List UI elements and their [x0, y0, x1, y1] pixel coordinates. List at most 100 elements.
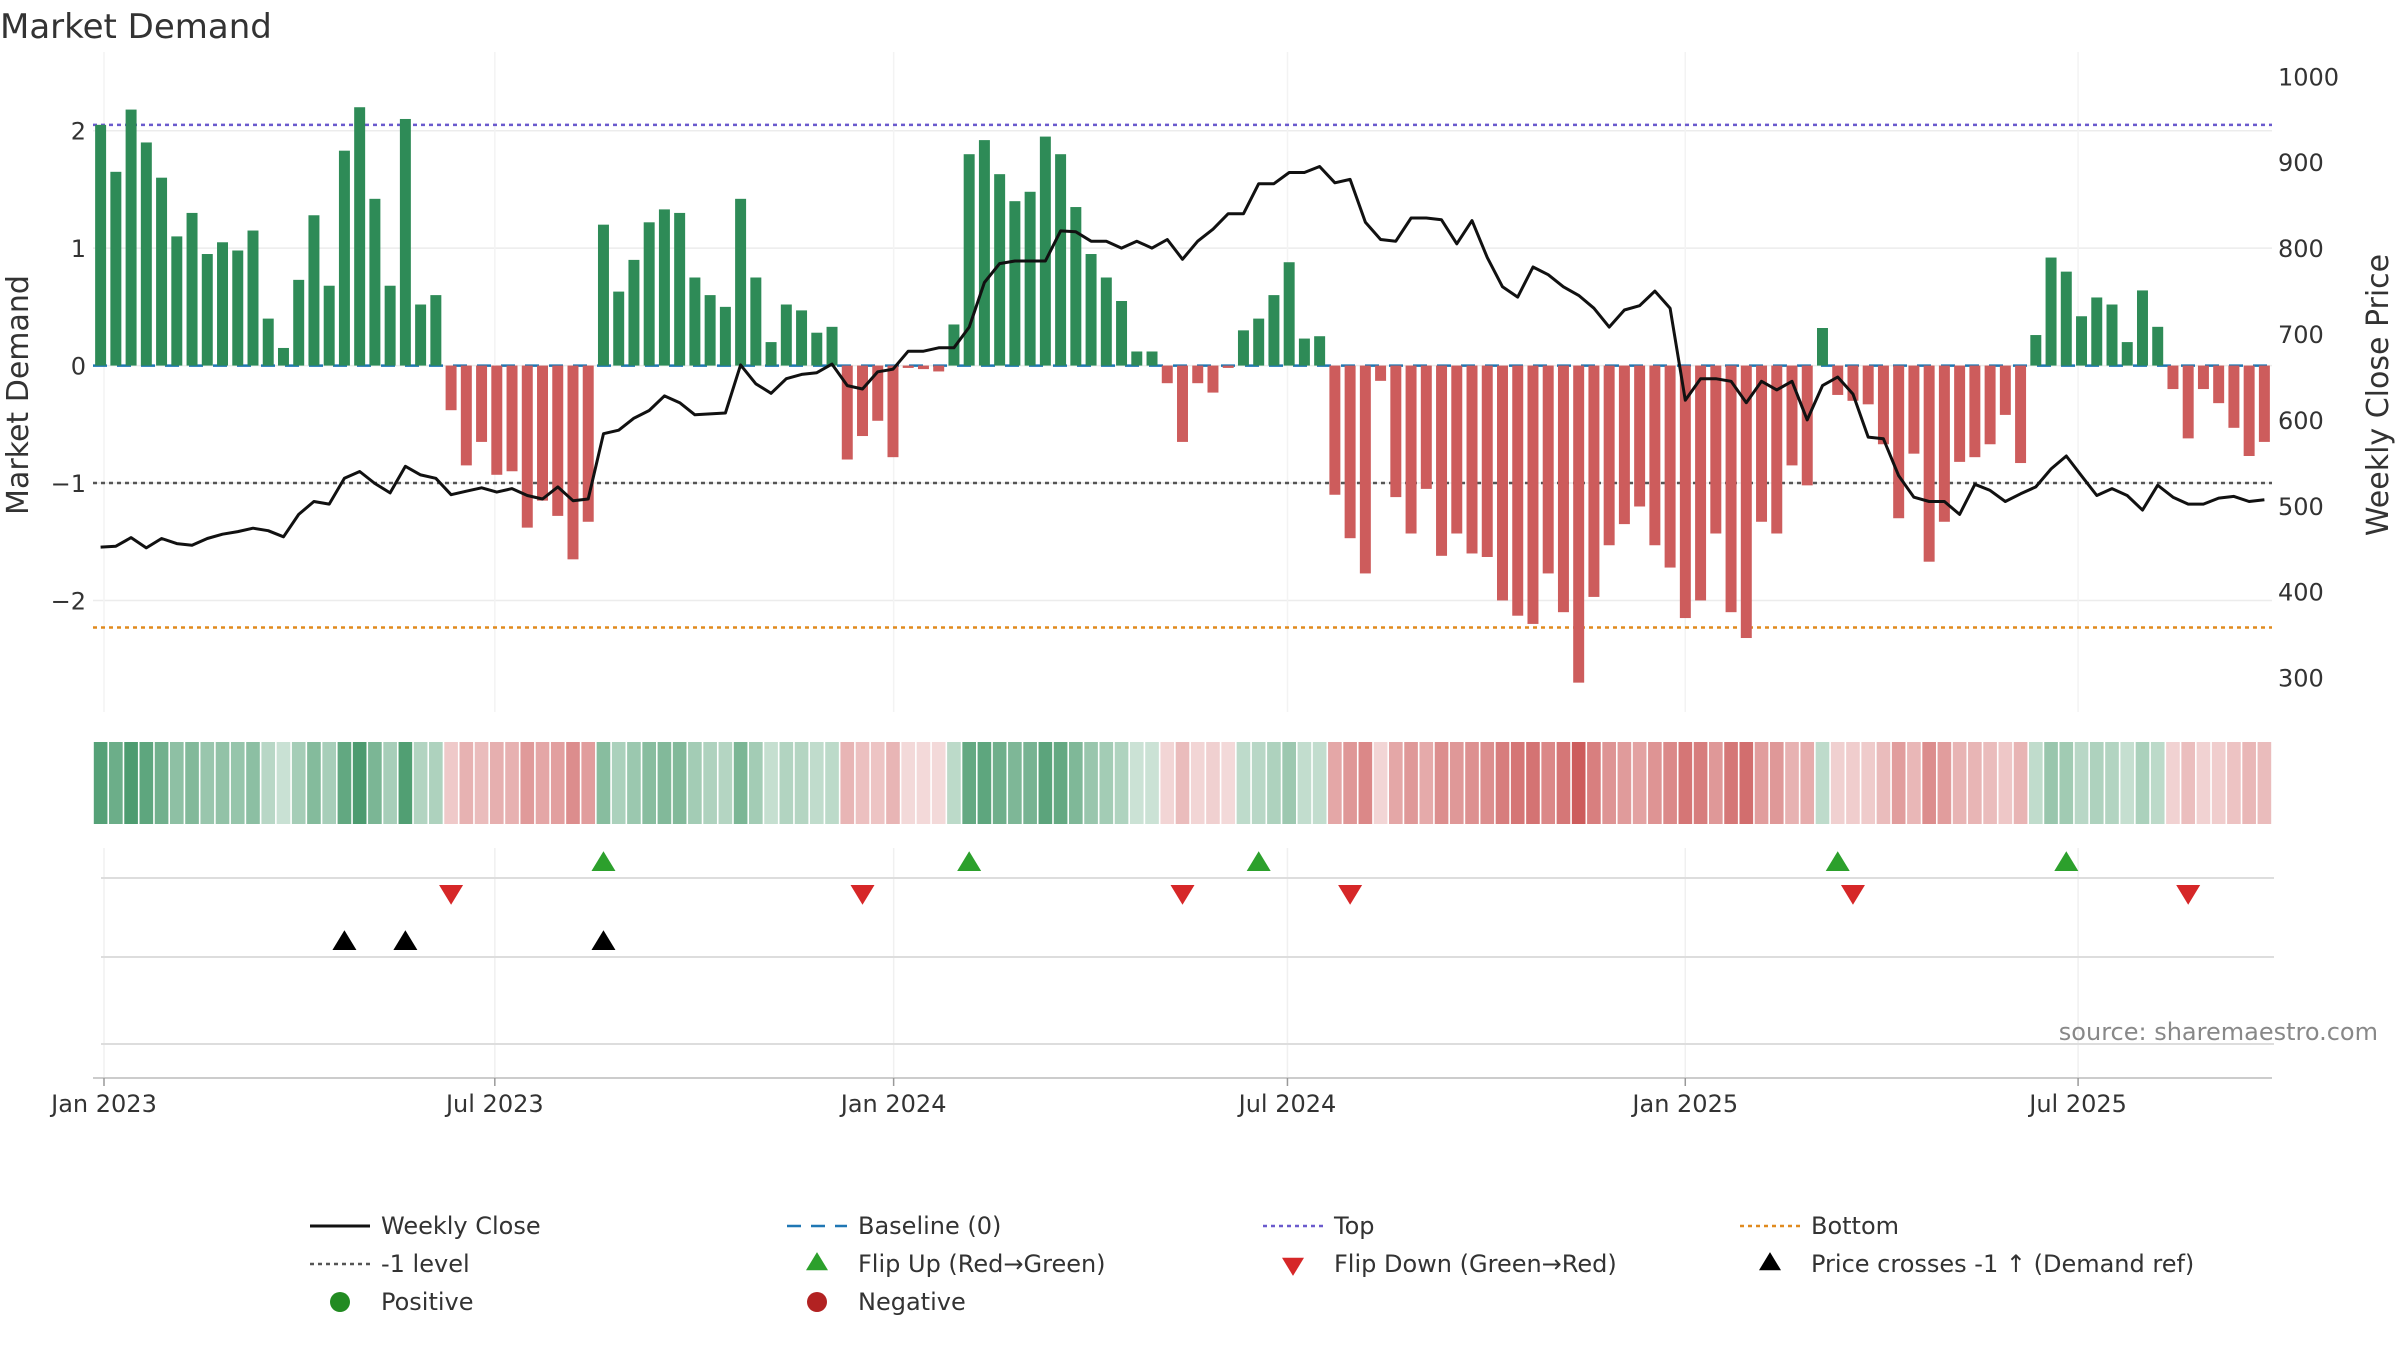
flip-up-marker: [1246, 851, 1271, 871]
flip-down-marker: [1338, 885, 1363, 905]
positive-strip-cell: [124, 742, 138, 824]
negative-demand-bar: [917, 365, 929, 370]
positive-strip-cell: [215, 742, 230, 824]
gridlines: [93, 52, 2272, 1078]
positive-demand-bar: [1298, 338, 1310, 366]
negative-strip-cell: [1709, 742, 1723, 824]
negative-demand-bar: [1664, 365, 1676, 568]
legend-label: Flip Up (Red→Green): [858, 1250, 1106, 1278]
positive-demand-bar: [1314, 336, 1326, 366]
price-cross-marker: [332, 930, 357, 950]
positive-strip-cell: [672, 742, 687, 824]
positive-demand-bar: [323, 285, 335, 366]
positive-strip-cell: [1282, 742, 1296, 824]
positive-strip-cell: [307, 742, 321, 824]
positive-strip-cell: [733, 742, 748, 824]
negative-demand-bar: [2213, 365, 2225, 404]
y-right-tick-label: 800: [2278, 235, 2324, 263]
positive-demand-bar: [1055, 154, 1067, 366]
negative-demand-bar: [1405, 365, 1417, 534]
negative-strip-cell: [1952, 742, 1967, 824]
negative-demand-bar: [1207, 365, 1219, 393]
positive-demand-bar: [2106, 304, 2118, 366]
demand-bars: [95, 107, 2270, 683]
negative-strip-cell: [535, 742, 550, 824]
positive-demand-bar: [1146, 351, 1158, 366]
x-tick-label: Jan 2024: [839, 1090, 947, 1118]
positive-strip-cell: [977, 742, 992, 824]
negative-demand-bar: [1893, 365, 1905, 519]
negative-demand-bar: [1329, 365, 1341, 495]
legend-dot-icon: [807, 1292, 827, 1312]
negative-strip-cell: [505, 742, 519, 824]
negative-strip-cell: [1510, 742, 1525, 824]
negative-strip-cell: [2242, 742, 2256, 824]
negative-strip-cell: [444, 742, 458, 824]
negative-demand-bar: [1969, 365, 1981, 458]
negative-demand-bar: [1756, 365, 1768, 522]
positive-demand-bar: [780, 304, 792, 366]
negative-demand-bar: [1390, 365, 1402, 498]
legend-label: Bottom: [1811, 1212, 1899, 1240]
price-cross-marker: [591, 930, 616, 950]
positive-strip-cell: [429, 742, 443, 824]
price-line-layer: [100, 165, 2265, 550]
negative-demand-bar: [537, 365, 548, 501]
positive-demand-bar: [1116, 300, 1128, 366]
positive-demand-bar: [354, 107, 366, 366]
legend-triangle-down-icon: [1282, 1257, 1304, 1276]
negative-strip-cell: [1571, 742, 1586, 824]
legend-label: -1 level: [381, 1250, 470, 1278]
positive-demand-bar: [1253, 318, 1265, 366]
price-cross-marker: [393, 930, 418, 950]
negative-strip-cell: [459, 742, 474, 824]
positive-demand-bar: [2136, 290, 2148, 366]
positive-demand-bar: [963, 154, 975, 366]
positive-strip-cell: [2059, 742, 2074, 824]
positive-demand-bar: [674, 212, 686, 366]
positive-strip-cell: [611, 742, 626, 824]
negative-strip-cell: [1449, 742, 1464, 824]
flip-up-marker: [2054, 851, 2079, 871]
flip-down-marker: [439, 885, 464, 905]
y-left-tick-label: −1: [51, 470, 86, 498]
negative-strip-cell: [1617, 742, 1632, 824]
y-right-tick-label: 300: [2278, 665, 2324, 693]
legend: Weekly Close Baseline (0) Top Bottom -1 leve…: [310, 1212, 2194, 1316]
negative-strip-cell: [2196, 742, 2211, 824]
x-tick-label: Jan 2025: [1630, 1090, 1738, 1118]
positive-demand-bar: [125, 109, 137, 366]
positive-strip-cell: [276, 742, 291, 824]
negative-demand-bar: [506, 365, 518, 472]
negative-demand-bar: [1618, 365, 1630, 525]
y-axis-left-label: Market Demand: [1, 275, 36, 515]
negative-demand-bar: [1161, 365, 1173, 384]
x-tick-label: Jan 2023: [49, 1090, 157, 1118]
source-credit: source: sharemaestro.com: [2059, 1018, 2378, 1046]
positive-strip-cell: [413, 742, 428, 824]
negative-demand-bar: [1177, 365, 1188, 442]
negative-strip-cell: [1190, 742, 1205, 824]
positive-demand-bar: [765, 342, 777, 366]
negative-demand-bar: [857, 365, 868, 437]
negative-demand-bar: [902, 365, 914, 368]
legend-item: Positive: [330, 1288, 474, 1316]
negative-demand-bar: [521, 365, 533, 528]
chart-title: Market Demand: [0, 7, 272, 47]
positive-demand-bar: [171, 236, 183, 366]
positive-strip-cell: [779, 742, 794, 824]
positive-demand-bar: [994, 174, 1006, 366]
positive-demand-bar: [277, 347, 289, 366]
negative-strip-cell: [1389, 742, 1403, 824]
weekly-close-line: [100, 165, 2265, 550]
positive-strip-cell: [1297, 742, 1312, 824]
x-tick-label: Jul 2024: [1237, 1090, 1337, 1118]
y-right-tick-label: 700: [2278, 321, 2324, 349]
positive-strip-cell: [1114, 742, 1129, 824]
positive-strip-cell: [1251, 742, 1266, 824]
positive-strip-cell: [1312, 742, 1327, 824]
legend-item: Flip Up (Red→Green): [806, 1250, 1106, 1278]
y-left-tick-label: 0: [71, 353, 86, 381]
negative-strip-cell: [2257, 742, 2272, 824]
positive-strip-cell: [1084, 742, 1098, 824]
